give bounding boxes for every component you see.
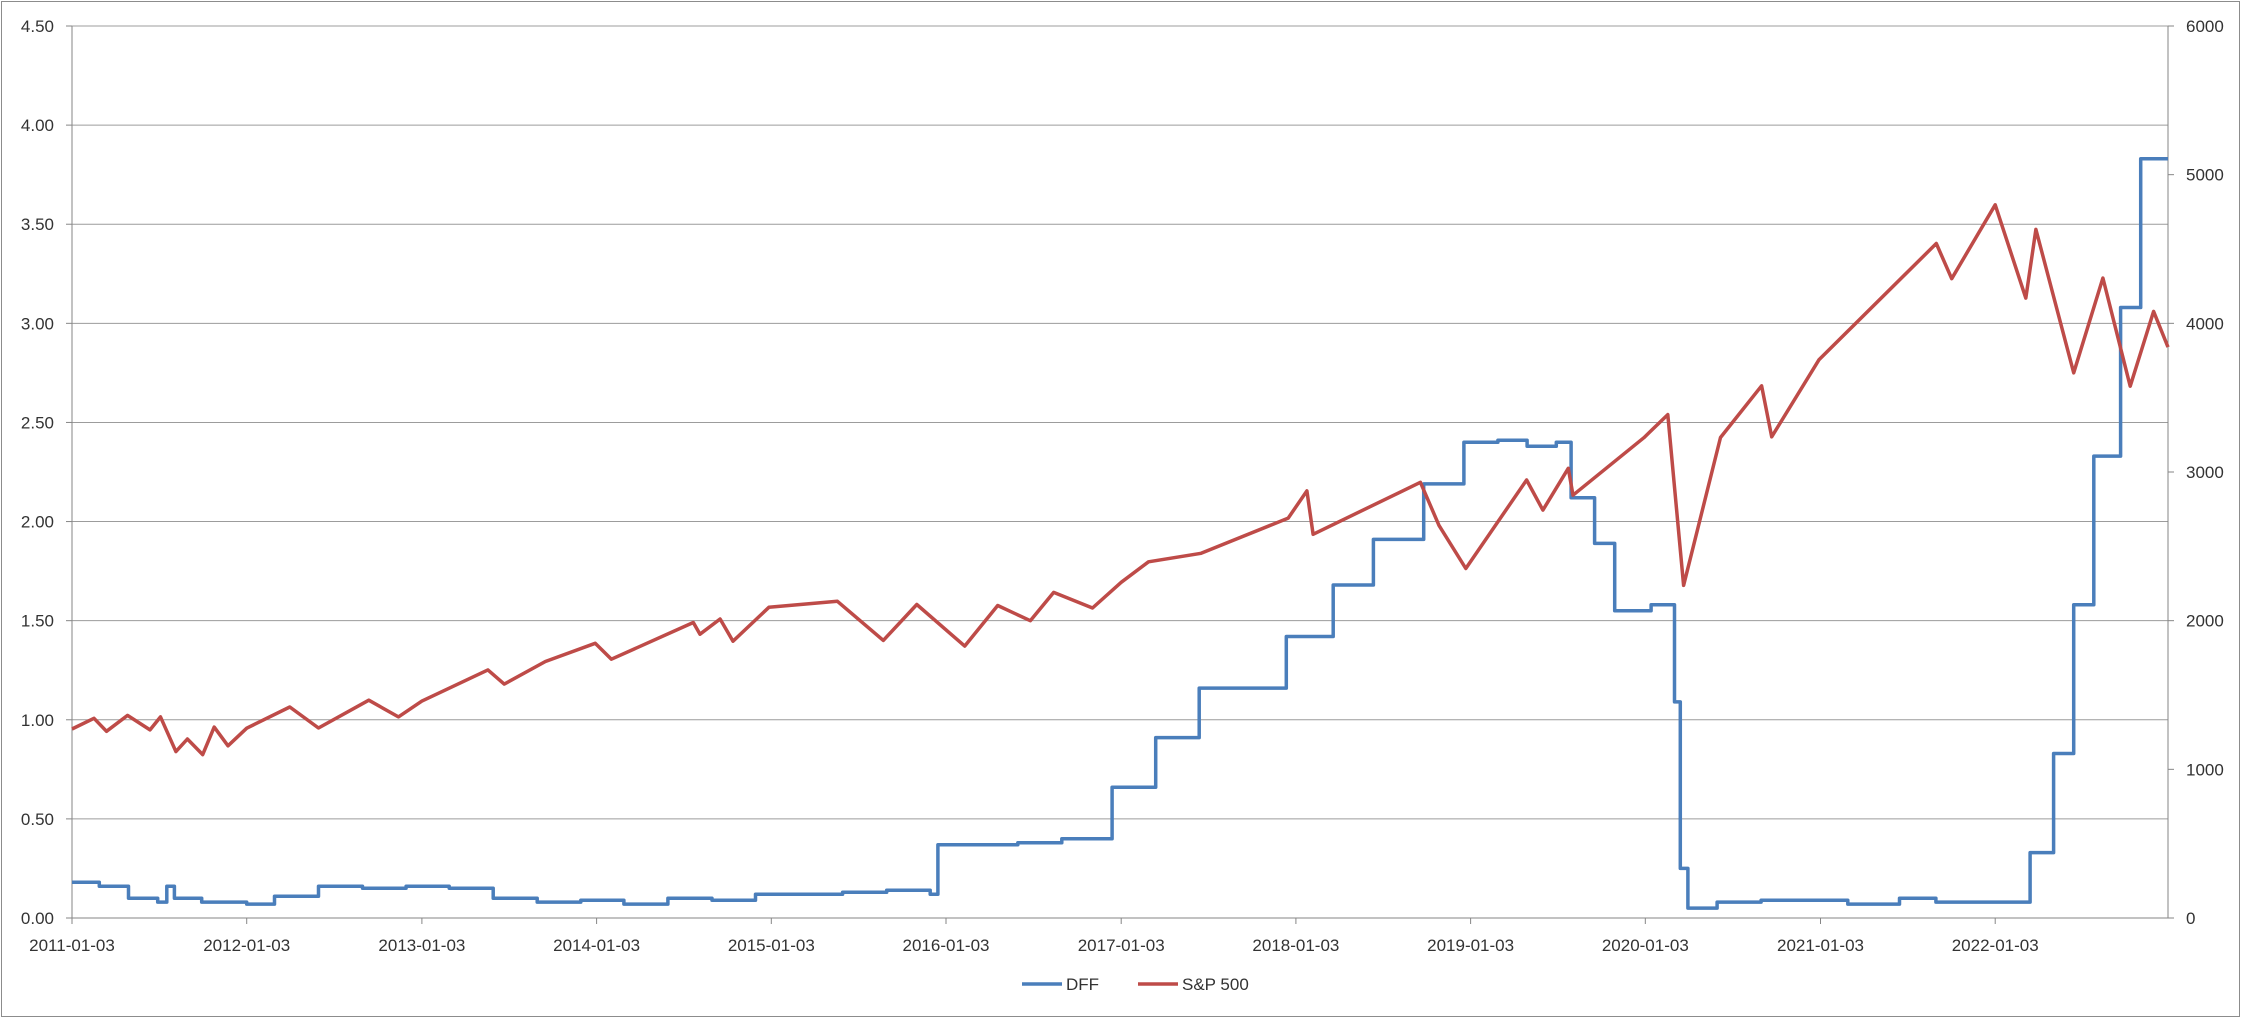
x-tick-label: 2011-01-03: [29, 936, 115, 955]
x-tick-label: 2020-01-03: [1602, 936, 1689, 955]
y-left-tick-label: 1.50: [21, 612, 54, 631]
x-tick-label: 2014-01-03: [553, 936, 640, 955]
y-left-tick-label: 3.50: [21, 215, 54, 234]
series-lines: [71, 157, 2170, 910]
x-tick-label: 2017-01-03: [1078, 936, 1165, 955]
y-left-tick-label: 0.50: [21, 810, 54, 829]
legend: DFF S&P 500: [1022, 975, 1249, 994]
y-right-tick-label: 0: [2186, 909, 2195, 928]
y-right-tick-label: 4000: [2186, 314, 2224, 333]
y-left-tick-label: 4.00: [21, 116, 54, 135]
y-axis-right: 0 1000 2000 3000 4000 5000 6000: [2167, 17, 2224, 928]
x-tick-label: 2013-01-03: [378, 936, 465, 955]
x-tick-label: 2021-01-03: [1777, 936, 1864, 955]
x-tick-label: 2012-01-03: [203, 936, 290, 955]
y-left-tick-label: 2.50: [21, 413, 54, 432]
y-axis-left: 0.00 0.50 1.00 1.50 2.00 2.50 3.00 3.50 4.00 4.50: [21, 17, 73, 928]
y-right-tick-label: 5000: [2186, 166, 2224, 185]
legend-label-sp500: S&P 500: [1182, 975, 1249, 994]
y-left-tick-label: 3.00: [21, 314, 54, 333]
y-right-tick-label: 1000: [2186, 760, 2224, 779]
series-line-dff: [72, 157, 2168, 910]
x-tick-label: 2022-01-03: [1952, 936, 2039, 955]
x-tick-label: 2019-01-03: [1427, 936, 1514, 955]
y-left-tick-label: 2.00: [21, 513, 54, 532]
x-axis: 2011-01-03 2012-01-03 2013-01-03 2014-01-03…: [29, 917, 2168, 955]
y-right-tick-label: 2000: [2186, 612, 2224, 631]
y-left-tick-label: 4.50: [21, 17, 54, 36]
x-tick-label: 2015-01-03: [728, 936, 815, 955]
y-left-tick-label: 0.00: [21, 909, 54, 928]
series-line-sp500: [71, 203, 2170, 757]
x-tick-label: 2018-01-03: [1252, 936, 1339, 955]
y-left-tick-label: 1.00: [21, 711, 54, 730]
gridlines: [72, 25, 2168, 919]
y-right-tick-label: 6000: [2186, 17, 2224, 36]
x-tick-label: 2016-01-03: [903, 936, 990, 955]
legend-label-dff: DFF: [1066, 975, 1099, 994]
y-right-tick-label: 3000: [2186, 463, 2224, 482]
